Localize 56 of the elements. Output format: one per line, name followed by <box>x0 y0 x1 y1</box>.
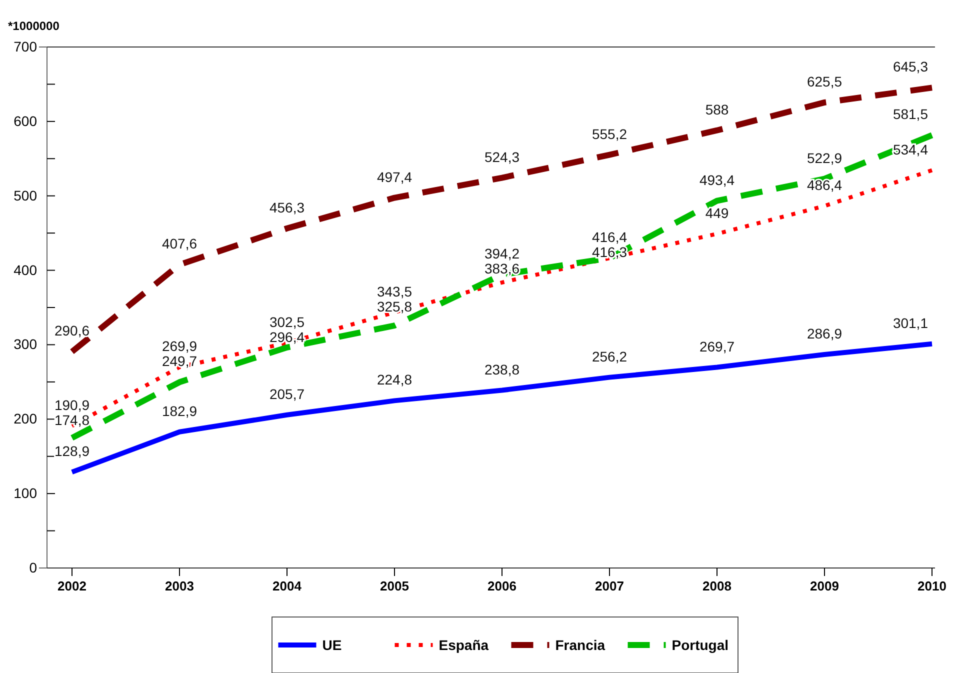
data-label: 416,4 <box>592 229 628 246</box>
data-label: 497,4 <box>376 168 412 185</box>
y-tick-label: 400 <box>14 262 38 278</box>
data-label: 174,8 <box>54 412 90 428</box>
data-label: 205,7 <box>269 386 305 402</box>
x-tick-label: 2004 <box>272 578 302 594</box>
data-label: 555,2 <box>592 126 628 142</box>
data-label: 625,5 <box>806 73 842 90</box>
data-label: 249,7 <box>162 353 198 370</box>
data-label: 456,3 <box>269 199 305 216</box>
x-tick-label: 2010 <box>918 578 946 594</box>
data-label: 524,3 <box>484 148 520 165</box>
x-tick-label: 2003 <box>165 578 194 594</box>
data-label: 383,6 <box>484 260 520 277</box>
legend-label: Portugal <box>672 637 729 653</box>
data-label: 269,7 <box>699 338 735 354</box>
data-label: 286,9 <box>806 325 842 342</box>
legend-label: España <box>438 637 489 653</box>
y-tick-label: 100 <box>14 485 38 502</box>
data-label: 522,9 <box>806 150 842 166</box>
x-tick-label: 2006 <box>488 578 516 594</box>
data-label: 301,1 <box>892 314 928 331</box>
data-label: 190,9 <box>54 396 90 413</box>
data-label: 394,2 <box>484 246 520 262</box>
data-label: 302,5 <box>269 314 305 330</box>
data-label: 645,3 <box>892 58 928 75</box>
data-label: 343,5 <box>376 283 412 300</box>
data-label: 407,6 <box>162 236 198 252</box>
y-tick-label: 300 <box>14 336 38 352</box>
data-label: 325,8 <box>376 298 412 314</box>
legend-label: UE <box>322 637 342 653</box>
y-tick-label: 0 <box>29 559 38 576</box>
x-tick-label: 2007 <box>595 578 624 594</box>
data-label: 296,4 <box>269 328 305 345</box>
data-label: 290,6 <box>54 322 90 339</box>
legend-label: Francia <box>555 637 606 653</box>
data-label: 449 <box>705 204 729 221</box>
data-label: 588 <box>705 101 729 118</box>
x-tick-label: 2009 <box>810 578 839 594</box>
y-tick-label: 600 <box>14 112 38 129</box>
data-label: 182,9 <box>162 402 198 419</box>
data-label: 256,2 <box>592 348 628 364</box>
data-label: 238,8 <box>484 361 520 378</box>
data-label: 128,9 <box>54 443 90 460</box>
y-tick-label: 700 <box>14 38 38 54</box>
x-tick-label: 2008 <box>702 578 732 594</box>
data-label: 581,5 <box>892 106 928 122</box>
data-label: 269,9 <box>162 338 198 354</box>
x-tick-label: 2005 <box>380 578 409 594</box>
data-label: 493,4 <box>699 172 735 188</box>
data-label: 486,4 <box>806 176 842 193</box>
y-tick-label: 500 <box>14 187 38 204</box>
y-axis-title: *1000000 <box>8 19 60 33</box>
data-label: 224,8 <box>376 372 412 388</box>
x-tick-label: 2002 <box>58 578 86 594</box>
y-tick-label: 200 <box>14 410 38 427</box>
